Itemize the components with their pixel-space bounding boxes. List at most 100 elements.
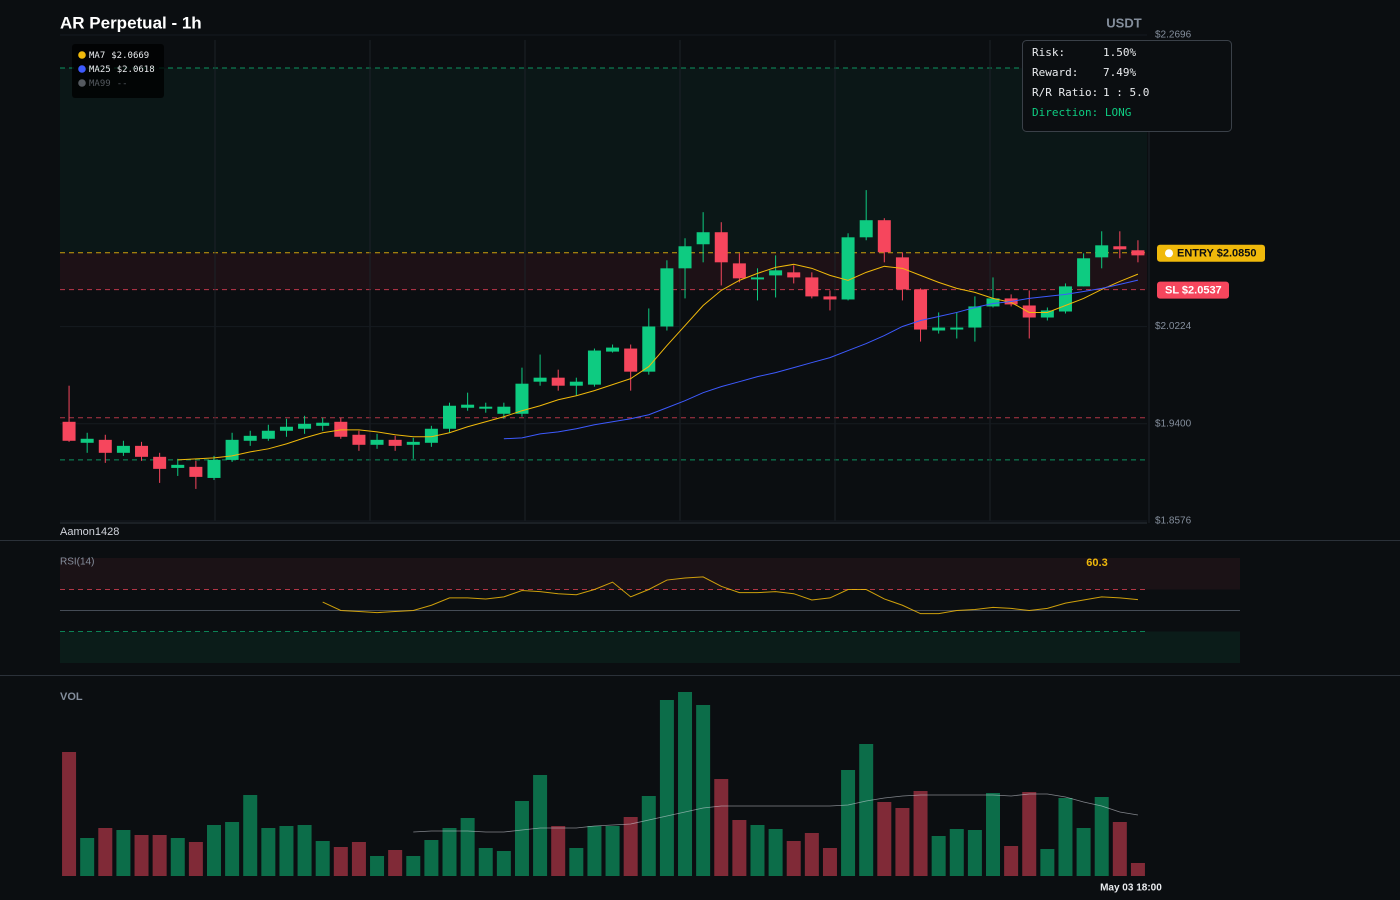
volume-bar <box>388 850 403 876</box>
volume-bar <box>496 851 511 876</box>
candle-body <box>461 404 475 408</box>
candle-body <box>388 439 402 446</box>
ma-line <box>503 279 1139 440</box>
volume-bar <box>315 841 330 876</box>
volume-bar <box>424 840 439 876</box>
candle-body <box>334 421 348 437</box>
volume-bar <box>623 817 638 876</box>
volume-bar <box>406 856 421 876</box>
candle-body <box>352 434 366 445</box>
volume-bar <box>98 828 113 876</box>
ratio-label: R/R Ratio: <box>1032 86 1098 99</box>
legend-swatch <box>78 65 86 73</box>
volume-bar <box>1094 797 1109 876</box>
volume-bar <box>243 795 258 876</box>
layers: ENTRY $2.0850 SL $2.0537 <box>60 34 1265 876</box>
candle-body <box>443 405 457 429</box>
x-tick-label: May 03 18:00 <box>1100 883 1162 894</box>
volume-bar <box>931 836 946 876</box>
rsi-title: RSI(14) <box>60 557 94 568</box>
candle-body <box>877 220 891 253</box>
candle-body <box>116 445 130 453</box>
candle-body <box>424 428 438 443</box>
y-tick-label: $2.2696 <box>1155 30 1192 41</box>
candle-body <box>642 326 656 372</box>
volume-bar <box>297 825 312 876</box>
profit-zone <box>60 68 1147 253</box>
candle-body <box>533 377 547 382</box>
candle-body <box>298 423 312 429</box>
volume-bar <box>895 808 910 876</box>
candle-body <box>986 298 1000 307</box>
stop-loss-pill <box>1157 281 1229 299</box>
volume-bar <box>1058 798 1073 876</box>
candle-body <box>750 277 764 280</box>
volume-bar <box>134 835 149 876</box>
candle-body <box>569 381 583 386</box>
risk-label: Risk: <box>1032 46 1065 59</box>
volume-bar <box>732 820 747 876</box>
volume-bar <box>986 793 1001 876</box>
volume-bar <box>1130 863 1145 876</box>
volume-bar <box>569 848 584 876</box>
volume-bar <box>1112 822 1127 876</box>
volume-bar <box>678 692 693 876</box>
reward-label: Reward: <box>1032 66 1078 79</box>
candle-body <box>587 350 601 385</box>
volume-bar <box>877 802 892 876</box>
volume-bar <box>62 752 77 876</box>
volume-bar <box>841 770 856 876</box>
volume-bar <box>750 825 765 876</box>
candle-body <box>696 232 710 245</box>
legend-swatch <box>78 79 86 87</box>
candle-body <box>1077 258 1091 287</box>
candle-body <box>769 270 783 276</box>
candle-body <box>189 466 203 477</box>
candle-body <box>551 377 565 386</box>
candle-body <box>1095 245 1109 258</box>
volume-bar <box>152 835 167 876</box>
candle-body <box>80 438 94 443</box>
y-tick-label: $2.0224 <box>1155 321 1192 332</box>
entry-pill <box>1157 244 1265 262</box>
volume-bar <box>206 825 221 876</box>
candle-body <box>823 296 837 300</box>
volume-bar <box>1022 792 1037 876</box>
volume-bar <box>949 829 964 876</box>
ma-line <box>177 263 1139 461</box>
candle-body <box>370 439 384 445</box>
volume-bar <box>116 830 131 876</box>
candle-body <box>135 445 149 457</box>
oversold-zone <box>60 631 1240 663</box>
volume-bar <box>1076 828 1091 876</box>
volume-ma-line <box>413 793 1139 833</box>
marks-layer <box>60 190 1240 876</box>
candle-body <box>153 456 167 469</box>
volume-bar <box>587 826 602 876</box>
volume-bar <box>551 826 566 876</box>
legend-label: MA99 -- <box>89 79 128 89</box>
candle-body <box>171 464 185 468</box>
legend-box <box>72 44 164 98</box>
volume-bar <box>188 842 203 876</box>
stop-loss-label: SL $2.0537 <box>1165 285 1222 297</box>
candle-body <box>895 257 909 290</box>
candle-body <box>1040 310 1054 318</box>
legend-value: -- <box>117 79 128 89</box>
volume-bar <box>786 841 801 876</box>
loss-zone <box>60 252 1147 290</box>
volume-bar <box>659 700 674 876</box>
legend-name: MA25 <box>89 65 111 75</box>
volume-bar <box>913 791 928 876</box>
rsi-value: 60.3 <box>1086 557 1107 569</box>
overbought-zone <box>60 558 1240 590</box>
candle-body <box>406 441 420 445</box>
risk-box-frame <box>1022 40 1232 132</box>
overlay-layer: ENTRY $2.0850 SL $2.0537 <box>1157 244 1265 299</box>
candle-body <box>950 327 964 330</box>
volume-bar <box>822 848 837 876</box>
candle-body <box>1113 246 1127 250</box>
ratio-value: 1 : 5.0 <box>1103 86 1149 99</box>
